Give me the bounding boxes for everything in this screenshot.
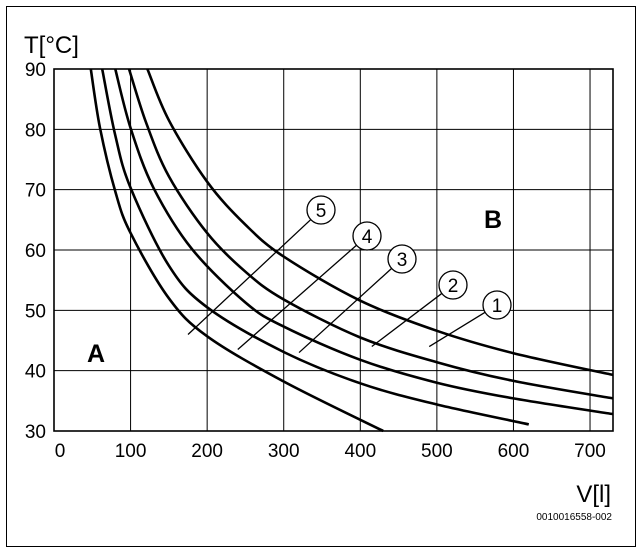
plot-area-border	[53, 68, 614, 432]
callout-label-3: 3	[397, 250, 408, 271]
curve-4	[100, 68, 530, 426]
grid	[54, 69, 613, 431]
callout-label-2: 2	[448, 276, 459, 297]
callout-label-5: 5	[316, 201, 327, 222]
x-tick-label: 500	[421, 441, 453, 462]
x-tick-label: 0	[55, 441, 66, 462]
callout-label-1: 1	[492, 296, 503, 317]
y-tick-label: 80	[25, 120, 46, 141]
curve-2	[127, 68, 614, 400]
y-tick-label: 40	[25, 362, 46, 383]
callout-leader-4	[237, 244, 357, 351]
curve-1	[146, 68, 614, 377]
callout-circle-1	[482, 290, 512, 320]
plot-frame	[53, 68, 614, 432]
y-axis-label: T[°C]	[24, 32, 79, 59]
x-tick-label: 400	[344, 441, 376, 462]
x-axis-label: V[l]	[576, 481, 611, 508]
callout-circle-5	[306, 195, 336, 225]
y-tick-label: 90	[25, 60, 46, 81]
callout-circle-3	[387, 244, 417, 274]
y-tick-label: 60	[25, 241, 46, 262]
region-label-a: A	[87, 340, 105, 368]
figure-frame	[6, 6, 636, 547]
document-id: 0010016558-002	[536, 512, 612, 523]
curve-5	[89, 68, 384, 433]
callout-label-4: 4	[362, 227, 373, 248]
callouts: 5 4 3 2 1	[187, 195, 512, 354]
callout-leader-3	[298, 267, 393, 354]
x-tick-label: 700	[574, 441, 606, 462]
y-tick-label: 50	[25, 301, 46, 322]
x-tick-label: 300	[268, 441, 300, 462]
callout-leader-5	[187, 219, 312, 335]
callout-circle-4	[352, 221, 382, 251]
callout-leader-2	[371, 292, 443, 348]
callout-leader-1	[428, 311, 486, 348]
y-tick-label: 70	[25, 181, 46, 202]
y-tick-label: 30	[25, 422, 46, 443]
tick-labels: 30 40 50 60 70 80 90 0 100 200 300 400 500 600 700	[25, 60, 606, 462]
x-tick-label: 600	[498, 441, 530, 462]
region-label-b: B	[484, 206, 502, 234]
curves	[89, 68, 614, 433]
x-tick-label: 200	[191, 441, 223, 462]
curve-3	[114, 68, 614, 416]
callout-circle-2	[438, 270, 468, 300]
x-tick-label: 100	[115, 441, 147, 462]
